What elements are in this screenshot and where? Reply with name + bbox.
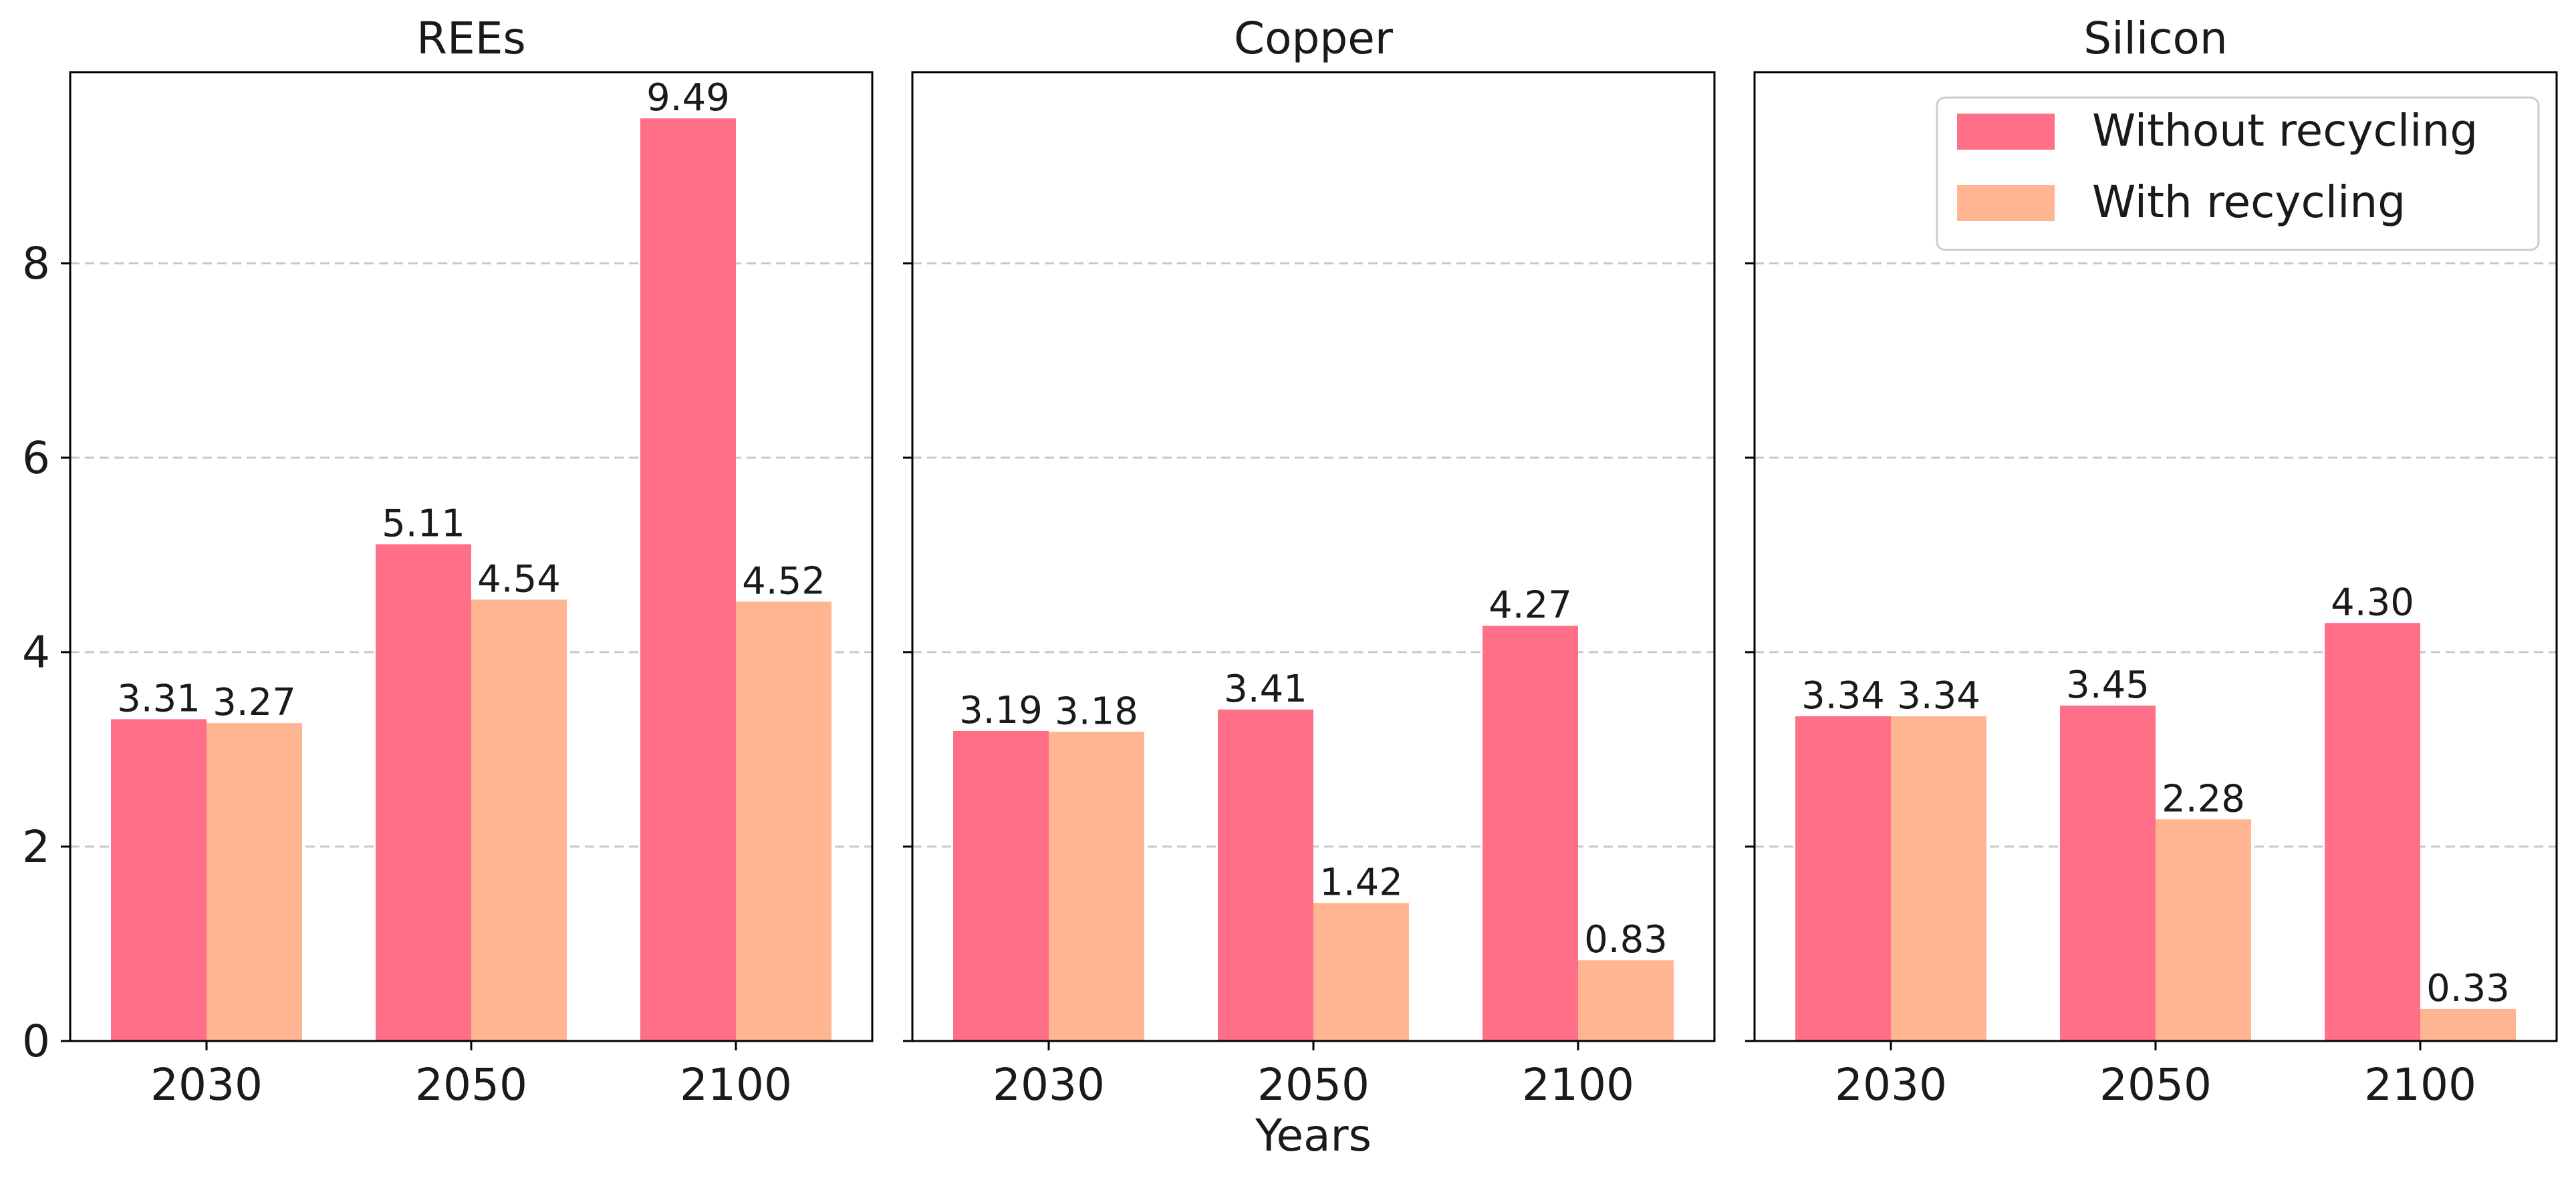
plot-frame	[1753, 71, 2558, 1042]
x-tick-label: 2030	[1835, 1059, 1947, 1111]
x-axis-label: Years	[1255, 1110, 1372, 1161]
legend-swatch	[1957, 185, 2055, 221]
data-label: 3.45	[2066, 663, 2150, 707]
data-label: 4.54	[477, 557, 561, 601]
bar-without-recycling-2030	[1795, 716, 1891, 1041]
data-label: 0.83	[1584, 918, 1668, 961]
bar-without-recycling-2030	[953, 730, 1049, 1041]
data-label: 0.33	[2426, 967, 2510, 1010]
data-label: 3.18	[1055, 690, 1138, 733]
bar-without-recycling-2030	[111, 719, 207, 1041]
panel-rees: 3.31 3.27 2030 5.11 4.54 2050 9.49 4.52 2100 0 2 4 6…	[22, 13, 874, 1111]
x-tick-label: 2050	[2099, 1059, 2212, 1111]
bar-without-recycling-2050	[1218, 709, 1313, 1041]
x-tick-label: 2100	[2364, 1059, 2476, 1111]
bar-without-recycling-2100	[1483, 625, 1578, 1041]
y-tick-label: 6	[22, 432, 50, 484]
chart-panels: 3.31 3.27 2030 5.11 4.54 2050 9.49 4.52 2100 0 2 4 6…	[22, 13, 2558, 1111]
legend-box	[1936, 96, 2540, 251]
data-label: 1.42	[1319, 861, 1403, 904]
panel-silicon: 3.34 3.34 2030 3.45 2.28 2050 4.30 0.33 2100 Sili…	[1745, 13, 2558, 1111]
y-tick-label: 2	[22, 821, 50, 873]
panel-copper: 3.19 3.18 2030 3.41 1.42 2050 4.27 0.83 2100 Copp…	[903, 13, 1716, 1111]
data-label: 3.34	[1801, 674, 1885, 718]
data-label: 4.30	[2331, 581, 2414, 624]
bar-with-recycling-2100	[736, 601, 831, 1041]
bar-without-recycling-2100	[2325, 623, 2420, 1041]
data-label: 2.28	[2162, 777, 2245, 821]
bar-without-recycling-2100	[640, 118, 736, 1042]
bar-with-recycling-2050	[471, 599, 567, 1041]
data-label: 5.11	[382, 502, 465, 545]
plot-frame	[911, 71, 1716, 1042]
x-tick-label: 2050	[415, 1059, 527, 1111]
y-tick-label: 4	[22, 627, 50, 678]
bar-with-recycling-2030	[1891, 716, 1986, 1041]
data-label: 3.27	[213, 681, 296, 724]
bar-without-recycling-2050	[2060, 706, 2156, 1041]
bar-with-recycling-2100	[2420, 1008, 2516, 1041]
data-label: 3.19	[959, 689, 1043, 732]
data-label: 4.27	[1489, 584, 1572, 627]
panel-title: Silicon	[2083, 13, 2227, 64]
data-label: 3.31	[117, 677, 201, 720]
legend-label: Without recycling	[2092, 105, 2478, 156]
x-tick-label: 2030	[150, 1059, 263, 1111]
bar-with-recycling-2050	[2156, 819, 2251, 1041]
legend: Without recycling With recycling	[1936, 96, 2540, 251]
bar-with-recycling-2100	[1578, 960, 1674, 1041]
bar-with-recycling-2030	[1049, 732, 1144, 1041]
data-label: 3.34	[1897, 674, 1980, 718]
data-label: 4.52	[742, 559, 825, 603]
panel-title: REEs	[416, 13, 526, 64]
bar-with-recycling-2030	[207, 723, 302, 1041]
plot-frame	[69, 71, 874, 1042]
x-tick-label: 2100	[1522, 1059, 1634, 1111]
x-tick-label: 2030	[993, 1059, 1105, 1111]
data-label: 3.41	[1224, 668, 1307, 711]
bar-without-recycling-2050	[376, 544, 471, 1041]
data-label: 9.49	[646, 76, 730, 120]
legend-swatch	[1957, 114, 2055, 150]
x-tick-label: 2100	[680, 1059, 792, 1111]
x-tick-label: 2050	[1257, 1059, 1370, 1111]
panel-title: Copper	[1234, 13, 1394, 64]
bar-with-recycling-2050	[1313, 903, 1409, 1041]
legend-label: With recycling	[2092, 176, 2406, 228]
y-tick-label: 8	[22, 238, 50, 289]
y-tick-label: 0	[22, 1016, 50, 1067]
